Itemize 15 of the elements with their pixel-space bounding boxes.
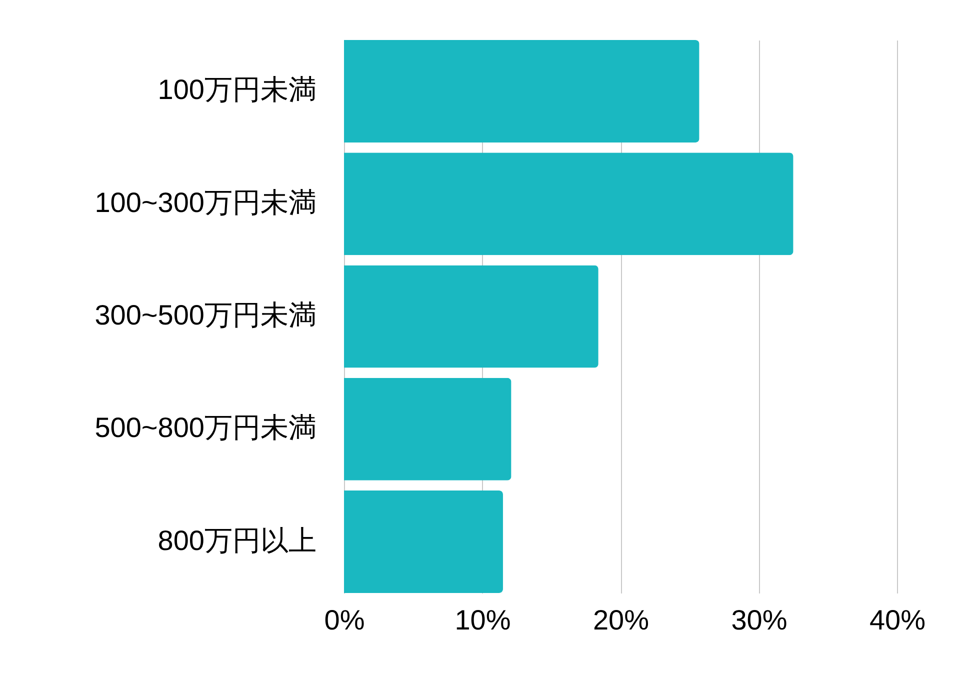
y-tick-label: 500~800万円未満 xyxy=(94,412,316,444)
x-tick-label: 40% xyxy=(869,604,926,636)
x-tick-label: 10% xyxy=(454,604,511,636)
bar xyxy=(344,265,598,368)
x-tick-label: 0% xyxy=(324,604,365,636)
bar xyxy=(344,40,700,142)
bar xyxy=(344,152,794,256)
y-tick-label: 100万円未満 xyxy=(158,74,316,106)
x-tick-label: 30% xyxy=(731,604,788,636)
bar xyxy=(344,490,503,593)
y-tick-label: 800万円以上 xyxy=(158,524,316,556)
bar xyxy=(344,378,512,480)
y-tick-label: 100~300万円未満 xyxy=(94,186,316,218)
y-tick-label: 300~500万円未満 xyxy=(94,300,316,330)
x-tick-label: 20% xyxy=(592,604,650,636)
